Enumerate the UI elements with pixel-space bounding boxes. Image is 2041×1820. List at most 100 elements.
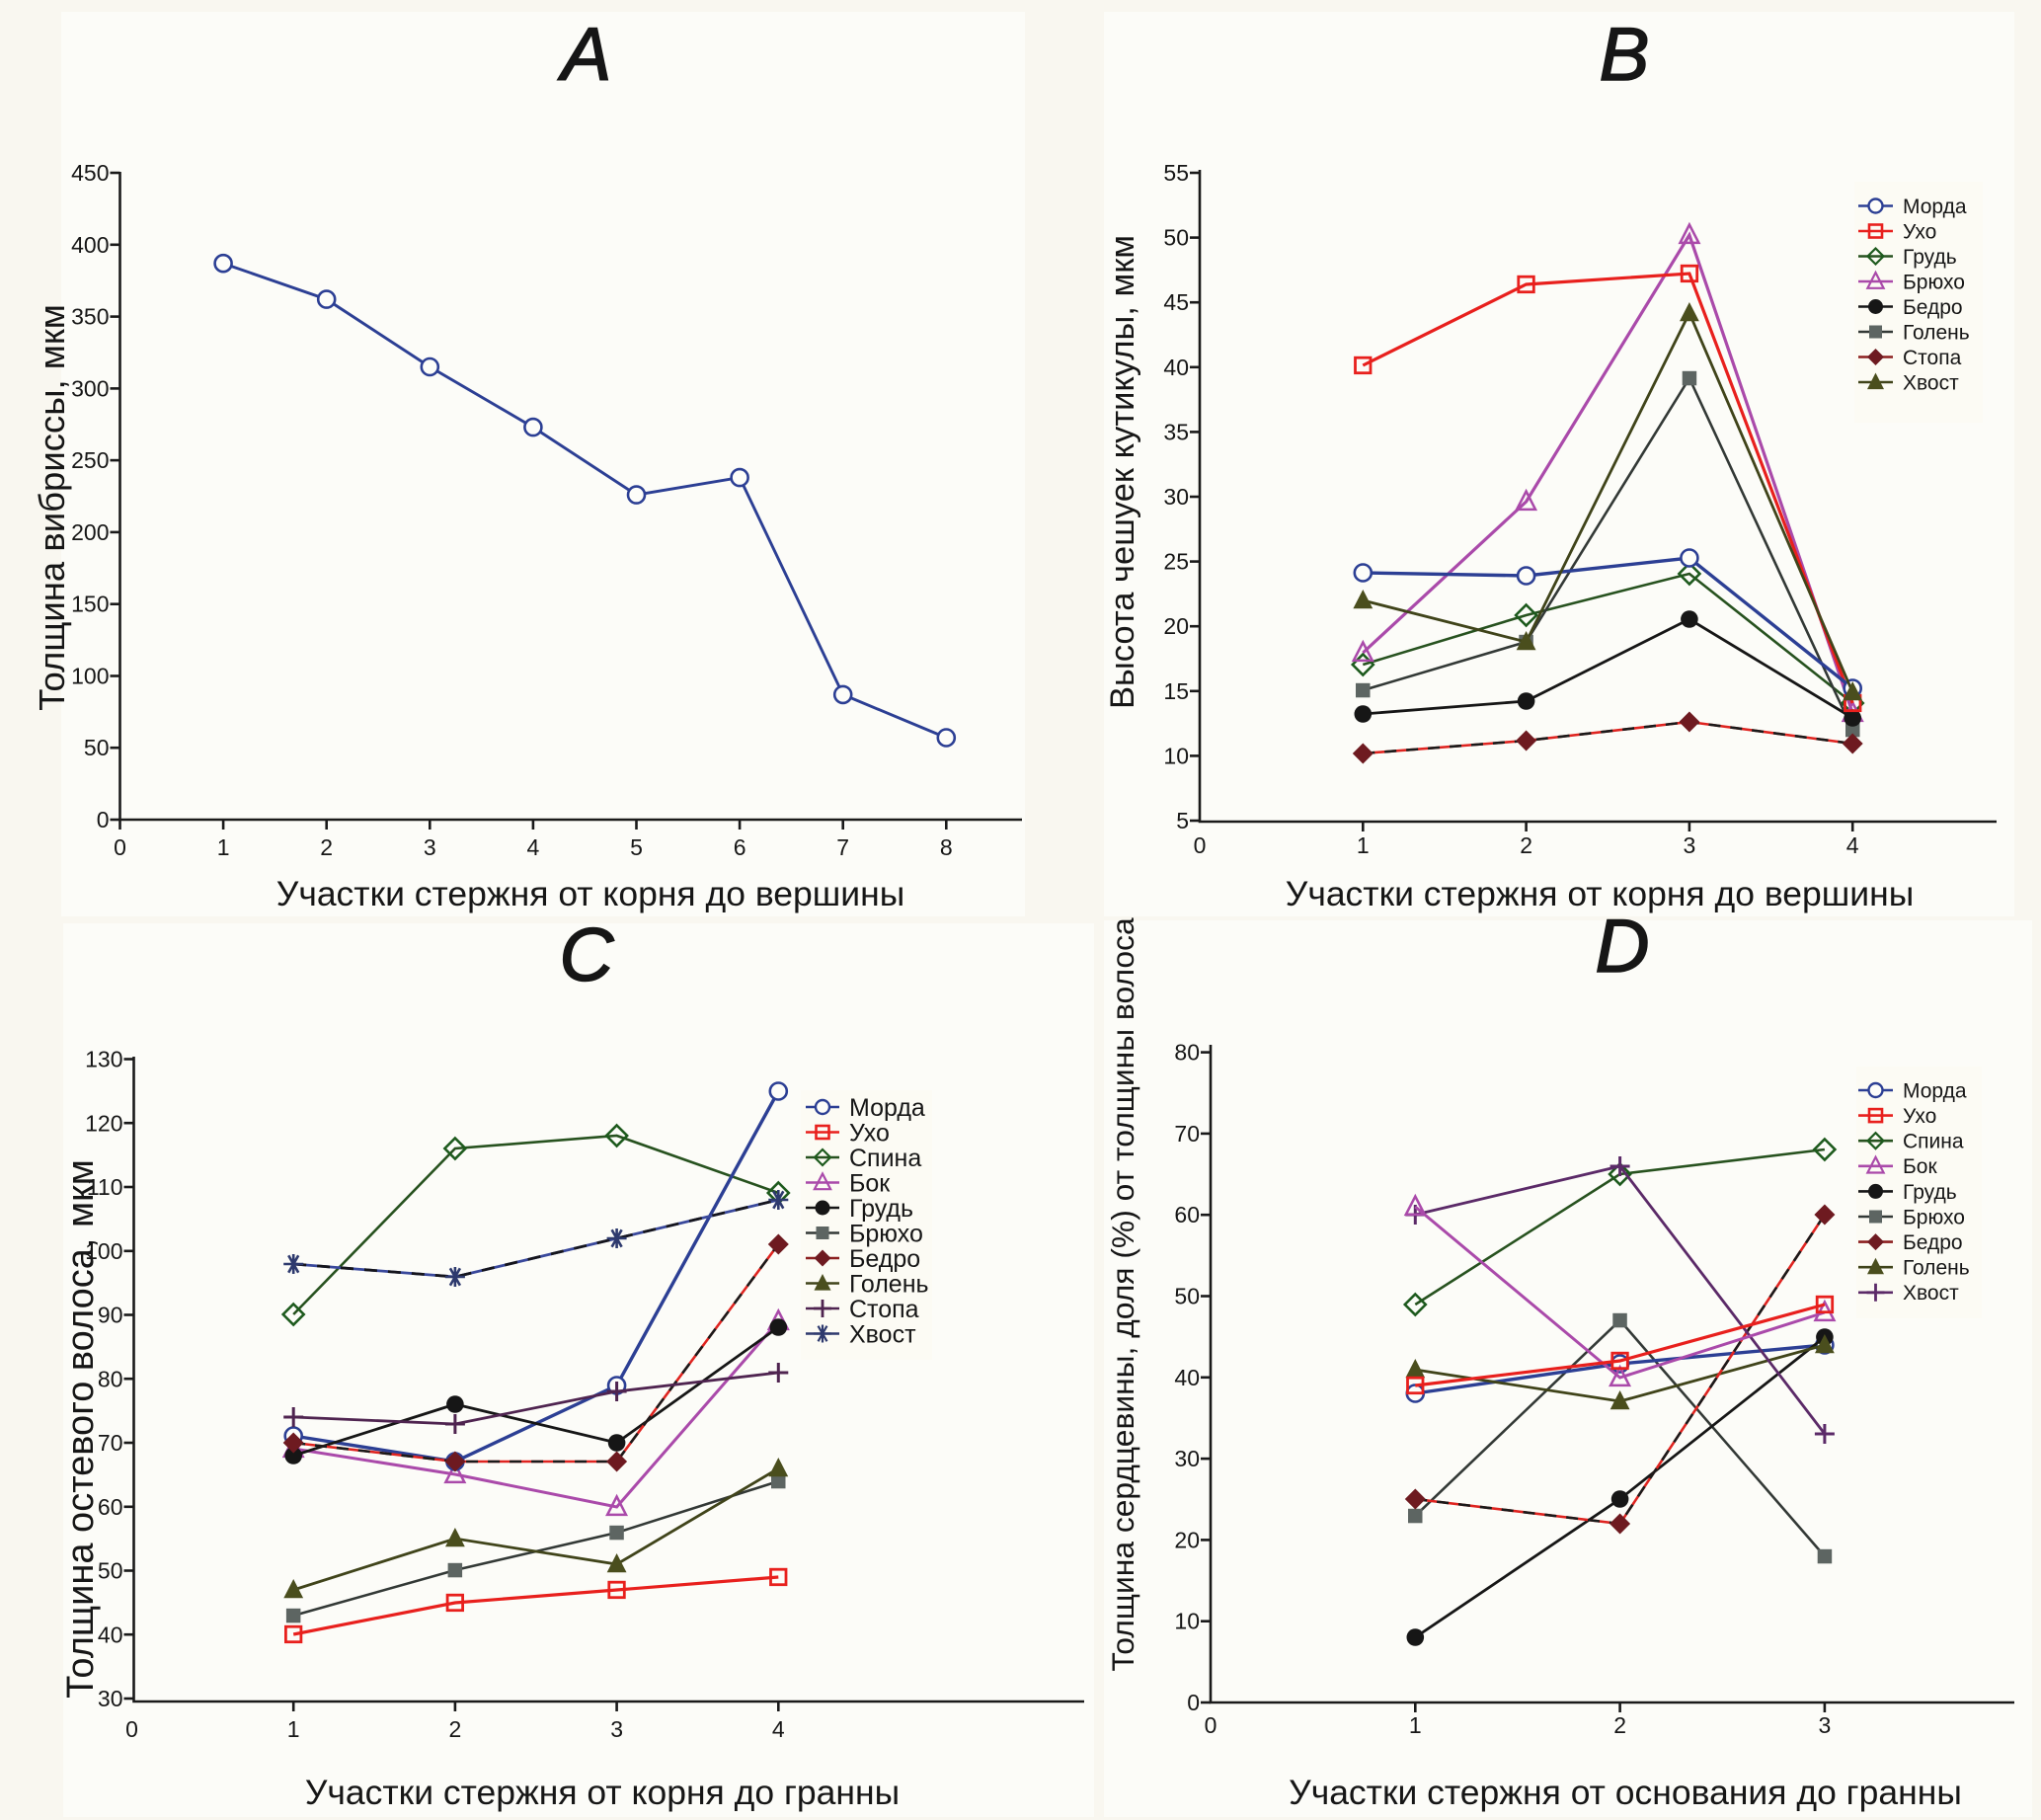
svg-text:80: 80 — [1174, 1040, 1200, 1066]
svg-text:2: 2 — [1613, 1712, 1626, 1738]
svg-text:300: 300 — [71, 375, 109, 401]
svg-text:C: C — [560, 913, 615, 997]
svg-text:5: 5 — [630, 834, 643, 860]
svg-text:55: 55 — [1163, 160, 1189, 186]
svg-text:Стопа: Стопа — [1903, 347, 1962, 369]
svg-text:20: 20 — [1163, 613, 1189, 639]
svg-text:Ухо: Ухо — [1903, 1105, 1936, 1128]
svg-text:30: 30 — [98, 1686, 123, 1711]
svg-text:Участки стержня от корня до гр: Участки стержня от корня до гранны — [305, 1773, 900, 1812]
svg-text:Голень: Голень — [849, 1270, 929, 1298]
svg-text:Спина: Спина — [1903, 1131, 1964, 1153]
svg-text:15: 15 — [1163, 678, 1189, 704]
svg-text:Брюхо: Брюхо — [849, 1220, 923, 1247]
svg-text:120: 120 — [85, 1110, 122, 1136]
svg-text:50: 50 — [1163, 225, 1189, 251]
svg-text:3: 3 — [1819, 1712, 1832, 1738]
svg-text:150: 150 — [71, 592, 109, 617]
svg-text:8: 8 — [940, 834, 953, 860]
svg-text:50: 50 — [98, 1558, 123, 1584]
svg-text:Грудь: Грудь — [849, 1195, 913, 1223]
svg-text:Хвост: Хвост — [1903, 1282, 1959, 1305]
svg-text:3: 3 — [1684, 832, 1696, 858]
svg-text:70: 70 — [98, 1430, 123, 1456]
svg-text:Бедро: Бедро — [1903, 296, 1963, 319]
svg-text:70: 70 — [1174, 1121, 1200, 1147]
svg-text:60: 60 — [98, 1494, 123, 1520]
svg-text:4: 4 — [527, 834, 540, 860]
svg-text:3: 3 — [610, 1716, 623, 1742]
svg-text:0: 0 — [1194, 832, 1207, 858]
svg-text:2: 2 — [320, 834, 333, 860]
svg-text:110: 110 — [87, 1174, 123, 1200]
svg-text:20: 20 — [1174, 1527, 1200, 1552]
svg-text:0: 0 — [114, 834, 126, 860]
svg-text:A: A — [558, 13, 612, 97]
svg-text:90: 90 — [98, 1303, 123, 1328]
svg-text:Морда: Морда — [849, 1094, 925, 1122]
svg-text:10: 10 — [1174, 1609, 1200, 1634]
svg-text:1: 1 — [217, 834, 230, 860]
svg-text:0: 0 — [125, 1716, 138, 1742]
svg-text:45: 45 — [1163, 289, 1189, 315]
svg-text:10: 10 — [1163, 743, 1189, 768]
svg-text:0: 0 — [1205, 1712, 1217, 1738]
svg-text:Голень: Голень — [1903, 1257, 1970, 1280]
svg-text:Ухо: Ухо — [849, 1119, 890, 1147]
svg-text:40: 40 — [98, 1622, 123, 1647]
svg-text:30: 30 — [1163, 484, 1189, 510]
svg-text:40: 40 — [1174, 1365, 1200, 1390]
svg-text:25: 25 — [1163, 549, 1189, 575]
svg-text:100: 100 — [71, 663, 109, 688]
svg-text:80: 80 — [98, 1366, 123, 1391]
svg-text:Брюхо: Брюхо — [1903, 271, 1965, 293]
svg-text:Спина: Спина — [849, 1145, 921, 1172]
svg-text:30: 30 — [1174, 1446, 1200, 1471]
svg-text:Голень: Голень — [1903, 321, 1970, 344]
svg-text:Хвост: Хвост — [849, 1320, 916, 1348]
svg-text:Толщина вибриссы, мкм: Толщина вибриссы, мкм — [32, 304, 72, 711]
svg-text:Толщина остевого волоса, мкм: Толщина остевого волоса, мкм — [60, 1159, 102, 1699]
svg-text:200: 200 — [71, 519, 109, 545]
svg-text:Хвост: Хвост — [1903, 371, 1959, 394]
svg-text:50: 50 — [1174, 1284, 1200, 1309]
svg-text:Участки стержня от основания д: Участки стержня от основания до гранны — [1289, 1773, 1962, 1812]
svg-text:100: 100 — [85, 1238, 122, 1264]
svg-text:7: 7 — [836, 834, 849, 860]
svg-text:Грудь: Грудь — [1903, 1181, 1957, 1204]
svg-text:40: 40 — [1163, 355, 1189, 380]
svg-text:35: 35 — [1163, 419, 1189, 444]
svg-text:Высота чешуек кутикулы, мкм: Высота чешуек кутикулы, мкм — [1104, 235, 1141, 709]
svg-text:130: 130 — [85, 1047, 122, 1072]
svg-text:1: 1 — [1409, 1712, 1422, 1738]
svg-text:B: B — [1600, 13, 1650, 97]
svg-text:Участки стержня от корня до ве: Участки стержня от корня до вершины — [1286, 874, 1914, 913]
svg-text:4: 4 — [772, 1716, 785, 1742]
svg-text:3: 3 — [424, 834, 436, 860]
svg-text:Морда: Морда — [1903, 1079, 1967, 1102]
svg-text:6: 6 — [734, 834, 746, 860]
svg-text:2: 2 — [1520, 832, 1532, 858]
svg-text:4: 4 — [1846, 832, 1859, 858]
svg-text:50: 50 — [84, 735, 110, 760]
svg-text:60: 60 — [1174, 1202, 1200, 1227]
svg-text:Стопа: Стопа — [849, 1296, 919, 1323]
svg-text:Бок: Бок — [1903, 1155, 1937, 1178]
svg-text:1: 1 — [287, 1716, 300, 1742]
svg-text:Бок: Бок — [849, 1169, 891, 1197]
svg-text:0: 0 — [1187, 1690, 1200, 1715]
svg-text:Ухо: Ухо — [1903, 220, 1936, 243]
svg-text:2: 2 — [449, 1716, 462, 1742]
svg-text:250: 250 — [71, 447, 109, 473]
svg-text:Толщина сердцевины, доля (%): Толщина сердцевины, доля (%) от толщины … — [1105, 917, 1140, 1672]
svg-text:Брюхо: Брюхо — [1903, 1206, 1965, 1228]
svg-text:Бедро: Бедро — [849, 1245, 920, 1273]
svg-text:400: 400 — [71, 232, 109, 258]
svg-text:D: D — [1596, 905, 1650, 989]
svg-text:350: 350 — [71, 304, 109, 330]
svg-text:Бедро: Бедро — [1903, 1231, 1963, 1254]
svg-text:Морда: Морда — [1903, 196, 1967, 218]
svg-text:0: 0 — [97, 807, 110, 832]
svg-text:Грудь: Грудь — [1903, 246, 1957, 269]
svg-text:450: 450 — [71, 160, 109, 186]
